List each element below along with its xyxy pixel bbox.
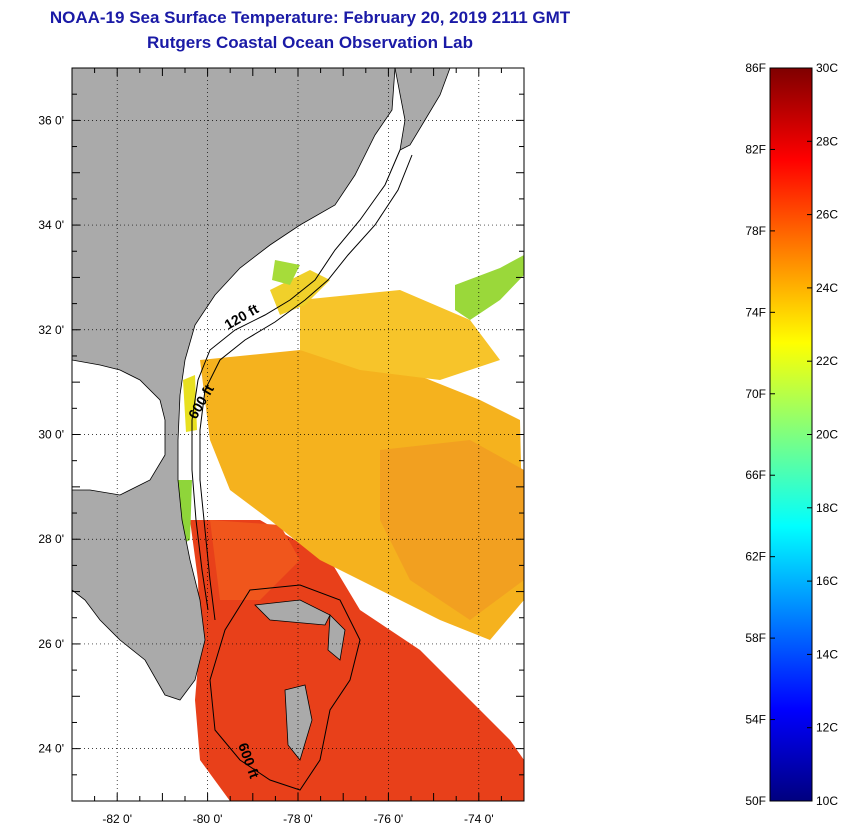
lon-tick-label: -78 0' [283,812,313,826]
lon-tick-label: -80 0' [193,812,223,826]
colorbar-c-label: 22C [816,354,838,368]
colorbar [769,67,813,802]
colorbar-c-label: 18C [816,501,838,515]
latitude-labels: 36 0' 34 0' 32 0' 30 0' 28 0' 26 0' 24 0' [38,113,64,755]
lat-tick-label: 36 0' [38,113,64,127]
map-subtitle: Rutgers Coastal Ocean Observation Lab [147,33,473,52]
colorbar-c-label: 10C [816,794,838,808]
colorbar-c-label: 14C [816,647,838,661]
colorbar-c-label: 20C [816,428,838,442]
land-bahamas-andros [284,684,313,761]
colorbar-f-label: 66F [745,468,766,482]
lon-tick-label: -76 0' [374,812,404,826]
land-bahamas-grand [254,599,331,626]
sst-warm-offshore-east [380,440,524,620]
contour-120ft [191,149,401,611]
colorbar-c-label: 16C [816,574,838,588]
sst-field [178,255,524,801]
axis-ticks [71,67,525,802]
colorbar-f-label: 82F [745,142,766,156]
sst-warm-east-band [300,290,500,380]
colorbar-c-label: 26C [816,208,838,222]
colorbar-c-label: 28C [816,134,838,148]
colorbar-f-label: 86F [745,61,766,75]
contour-600ft [199,154,413,621]
lon-tick-label: -74 0' [464,812,494,826]
land [72,68,451,761]
sst-gulf-stream-patch [210,520,300,600]
lat-tick-label: 26 0' [38,637,64,651]
colorbar-fahrenheit-labels: 86F 82F 78F 74F 70F 66F 62F 58F 54F 50F [745,61,775,808]
longitude-labels: -82 0' -80 0' -78 0' -76 0' -74 0' [102,812,493,826]
map-title: NOAA-19 Sea Surface Temperature: Februar… [49,8,571,27]
colorbar-celsius-labels: 30C 28C 26C 24C 22C 20C 18C 16C 14C 12C 10C [807,61,838,808]
lat-tick-label: 32 0' [38,323,64,337]
colorbar-c-label: 24C [816,281,838,295]
map-grid [72,68,524,801]
contour-bahamas [209,584,361,791]
colorbar-f-label: 70F [745,387,766,401]
land-outer-banks [394,68,451,151]
land-us-mainland [72,68,396,701]
land-bahamas-abaco [327,614,346,661]
colorbar-f-label: 54F [745,713,766,727]
colorbar-c-label: 30C [816,61,838,75]
colorbar-f-label: 74F [745,305,766,319]
colorbar-f-label: 58F [745,631,766,645]
lat-tick-label: 24 0' [38,742,64,756]
colorbar-f-label: 78F [745,224,766,238]
sst-florida-coast-yellow [183,375,197,432]
sst-shelf-green [272,260,300,285]
colorbar-f-label: 62F [745,550,766,564]
lat-tick-label: 34 0' [38,218,64,232]
colorbar-f-label: 50F [745,794,766,808]
lat-tick-label: 30 0' [38,428,64,442]
sst-east-green [455,255,524,320]
lon-tick-label: -82 0' [102,812,132,826]
sst-gulf-stream-south [190,520,524,801]
colorbar-c-label: 12C [816,721,838,735]
lat-tick-label: 28 0' [38,532,64,546]
depth-contours [191,149,413,791]
map-panel: 120 ft 600 ft 600 ft [72,68,524,801]
